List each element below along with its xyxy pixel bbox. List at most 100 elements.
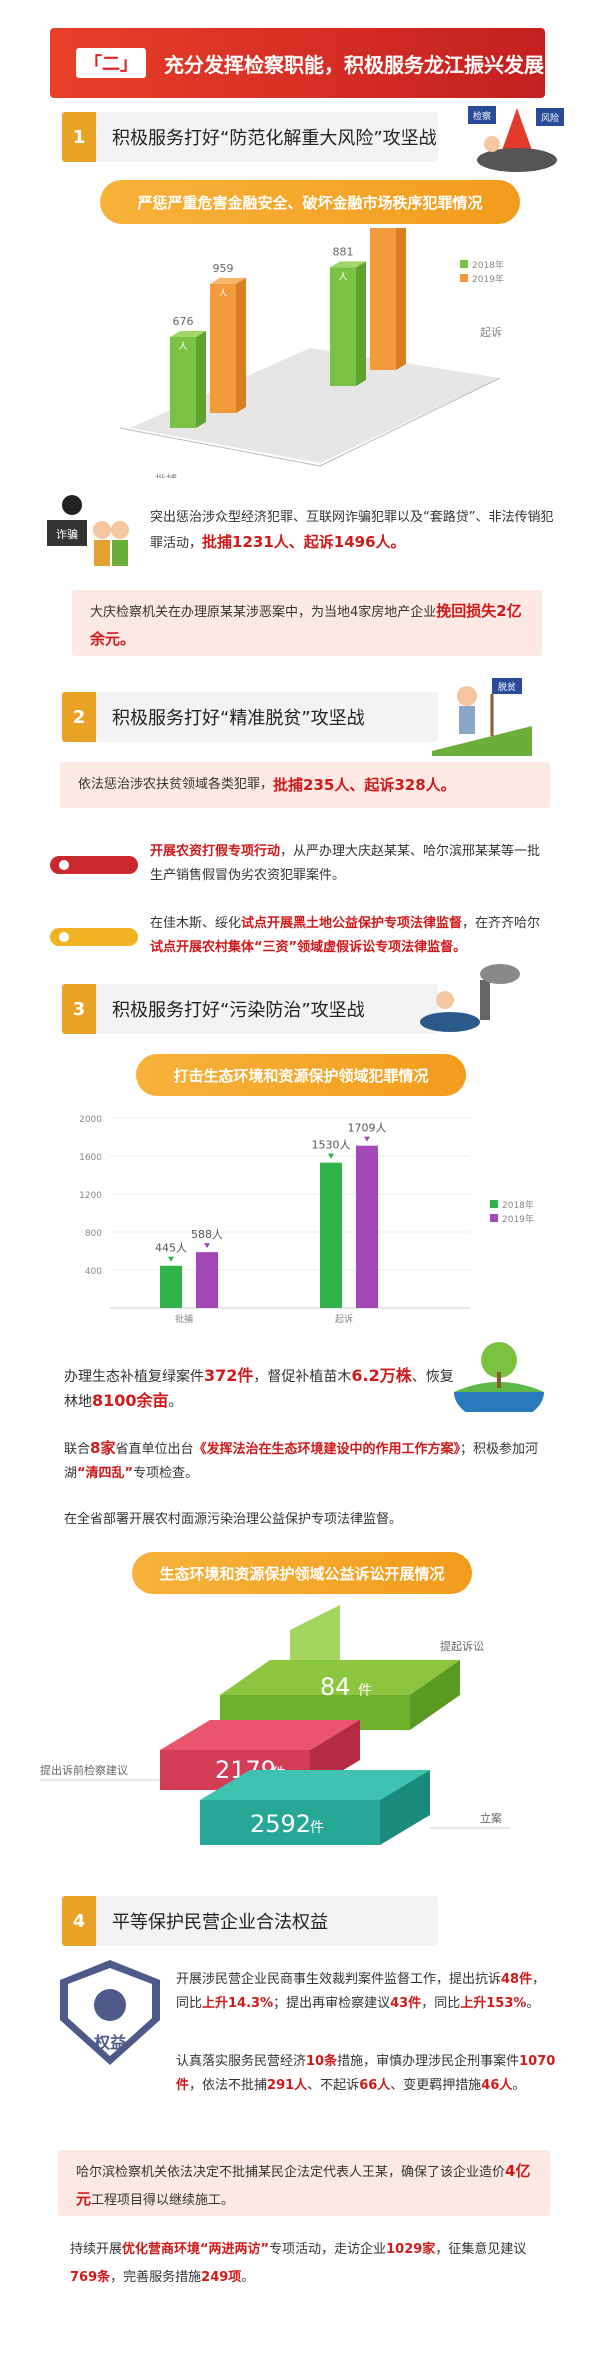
para8-a: 认真落实服务民营经济 — [176, 2054, 307, 2069]
yellow-capsule-icon — [50, 928, 138, 946]
para8-b: 10条 — [306, 2054, 338, 2069]
box2-highlight: 批捕235人、起诉328人。 — [273, 776, 456, 794]
box3-c: 工程项目得以继续施工。 — [91, 2193, 235, 2208]
para5-c: 省直单位出台 — [115, 1442, 194, 1457]
para8-e: ，依法不批捕 — [189, 2078, 268, 2093]
chart1-legend-2019: 2019年 — [472, 273, 504, 285]
chart2-category-label: 批捕 — [175, 1313, 193, 1325]
chart1-bar-side — [236, 277, 246, 413]
para3-text-c: ，在齐齐哈尔 — [462, 916, 541, 931]
para7-g: ，同比 — [421, 1996, 461, 2011]
para8-i: 、变更羁押措施 — [390, 2078, 482, 2093]
para9-h: 249项 — [201, 2270, 242, 2285]
para8-k: 。 — [512, 2078, 526, 2093]
box-daqing-case: 大庆检察机关在办理原某某涉恶案中，为当地4家房地产企业挽回损失2亿余元。 — [72, 590, 542, 656]
chart2-ytick: 400 — [85, 1267, 102, 1277]
red-capsule-icon — [50, 856, 138, 874]
para2-text: ，从严办理大庆赵某某、哈尔滨邢某某等一批生产销售假冒伪劣农资犯罪案件。 — [150, 844, 541, 883]
section-1-title: 积极服务打好“防范化解重大风险”攻坚战 — [112, 128, 437, 149]
fraud-sign-text: 诈骗 — [56, 527, 78, 541]
cube-bot-value: 2592 — [250, 1810, 311, 1838]
para4-f: 8100余亩 — [92, 1391, 169, 1410]
chart1-bar — [330, 267, 356, 386]
earth-tree-icon — [454, 1342, 544, 1412]
chart2-bar — [356, 1145, 378, 1308]
para3-text-a: 在佳木斯、绥化 — [150, 916, 242, 931]
para5-d: 《发挥法治在生态环境建设中的作用工作方案》 — [193, 1442, 460, 1457]
para7-a: 开展涉民营企业民商事生效裁判案件监督工作，提出抗诉 — [176, 1972, 502, 1987]
shield-badge-text: 权益 — [93, 2033, 126, 2052]
cube-bot-label: 立案 — [480, 1811, 502, 1825]
para8-f: 291人 — [267, 2078, 308, 2093]
chart1-value-label: 959 — [213, 262, 234, 275]
chart2-ytick: 1600 — [79, 1153, 102, 1163]
para1-highlight: 批捕1231人、起诉1496人。 — [202, 533, 406, 551]
poverty-illustration-icon: 脱贫 — [432, 678, 532, 756]
pill-financial-crime: 严惩严重危害金融安全、破坏金融市场秩序犯罪情况 — [100, 180, 520, 224]
para7-i: 。 — [526, 1996, 540, 2011]
chart2-bar-marker — [364, 1136, 370, 1142]
chart1-unit-label: 人 — [218, 288, 227, 299]
para4-e: 、恢复林地 — [64, 1369, 454, 1410]
chart2-ytick: 800 — [85, 1229, 102, 1239]
para9-d: 1029家 — [386, 2242, 436, 2257]
cube-mid-label: 提出诉前检察建议 — [40, 1763, 128, 1777]
para4-c: ，督促补植苗木 — [253, 1369, 352, 1385]
chart2-bar — [196, 1252, 218, 1308]
para3-highlight-d: 试点开展农村集体“三资”领域虚假诉讼专项法律监督。 — [150, 940, 467, 955]
para8-d: 1070件 — [176, 2054, 556, 2093]
para-joint-plan: 联合8家省直单位出台《发挥法治在生态环境建设中的作用工作方案》；积极参加河湖“清… — [64, 1436, 544, 1486]
para9-b: 优化营商环境“两进两访” — [122, 2242, 270, 2257]
chart2-bar-label: 1530人 — [312, 1139, 351, 1152]
chart1-legend-2018: 2018年 — [472, 259, 504, 271]
box3-a: 哈尔滨检察机关依法决定不批捕某民企法定代表人王某，确保了该企业造价 — [76, 2165, 506, 2180]
chart2-bar-label: 445人 — [155, 1242, 187, 1255]
cube-top-label: 提起诉讼 — [440, 1640, 484, 1653]
chart1-bar-top — [330, 261, 366, 268]
para9-g: ，完善服务措施 — [110, 2270, 202, 2285]
para-business-env: 持续开展优化营商环境“两进两访”专项活动，走访企业1029家，征集意见建议 769… — [70, 2236, 540, 2292]
para1-text: 突出惩治涉众型经济犯罪、互联网诈骗犯罪以及“套路贷”、非法传销犯罪活动， — [150, 510, 554, 551]
pill-eco-crime: 打击生态环境和资源保护领域犯罪情况 — [136, 1054, 466, 1096]
para-rural-pollution: 在全省部署开展农村面源污染治理公益保护专项法律监督。 — [64, 1512, 403, 1527]
cube-top-value: 84 — [320, 1673, 351, 1701]
section-1-header: 1 积极服务打好“防范化解重大风险”攻坚战 — [62, 112, 438, 162]
para8-g: 、不起诉 — [307, 2078, 360, 2093]
chart-financial-crime: 676人959人881人1232人 批捕 起诉 2018年 2019年 — [119, 228, 504, 478]
chart1-bar-side — [396, 228, 406, 370]
section-3-title: 积极服务打好“污染防治”攻坚战 — [112, 1000, 365, 1021]
section-1-number: 1 — [62, 112, 96, 162]
banner-title: 充分发挥检察职能，积极服务龙江振兴发展 — [164, 52, 544, 77]
box3-b: 4亿元 — [76, 2162, 531, 2208]
para7-e: ；提出再审检察建议 — [273, 1996, 391, 2011]
para4-a: 办理生态补植复绿案件 — [64, 1369, 204, 1385]
para7-c: ，同比 — [176, 1972, 546, 2011]
section-4-number: 4 — [62, 1896, 96, 1946]
para9-a: 持续开展 — [70, 2242, 123, 2257]
cube-top-unit: 件 — [358, 1683, 372, 1699]
chart2-legend-2018: 2018年 — [502, 1199, 534, 1211]
chart1-bar-top — [210, 277, 246, 284]
section-3-number: 3 — [62, 984, 96, 1034]
chart2-legend-2019: 2019年 — [502, 1213, 534, 1225]
para-civil-supervision: 开展涉民营企业民商事生效裁判案件监督工作，提出抗诉48件 ，同比 上升14.3%；提… — [176, 1968, 556, 2016]
para7-f: 43件 — [390, 1996, 422, 2011]
para5-f: “清四乱” — [77, 1466, 134, 1481]
chart1-label-qisu: 起诉 — [480, 326, 502, 339]
box1-highlight: 挽回损失2亿余元。 — [90, 602, 522, 648]
para7-h: 上升153% — [460, 1996, 527, 2011]
cube-bot-unit: 件 — [310, 1820, 324, 1836]
chart2-bar — [320, 1162, 342, 1308]
poverty-sign-text: 脱贫 — [498, 681, 516, 693]
para3-highlight-b: 试点开展黑土地公益保护专项法律监督 — [241, 916, 463, 931]
box2-text: 依法惩治涉农扶贫领域各类犯罪， — [78, 777, 274, 792]
chart2-ytick: 1200 — [79, 1191, 102, 1201]
section-4-title: 平等保护民营企业合法权益 — [112, 1912, 328, 1933]
chart2-ytick: 2000 — [79, 1115, 102, 1125]
para-agri-crackdown: 开展农资打假专项行动，从严办理大庆赵某某、哈尔滨邢某某等一批生产销售假冒伪劣农资… — [150, 840, 550, 888]
risk-sign-left-text: 检察 — [473, 110, 491, 122]
para-pilot-supervision: 在佳木斯、绥化试点开展黑土地公益保护专项法律监督，在齐齐哈尔试点开展农村集体“三… — [150, 912, 550, 960]
para7-b: 48件 — [501, 1972, 533, 1987]
chart1-bar — [210, 283, 236, 413]
